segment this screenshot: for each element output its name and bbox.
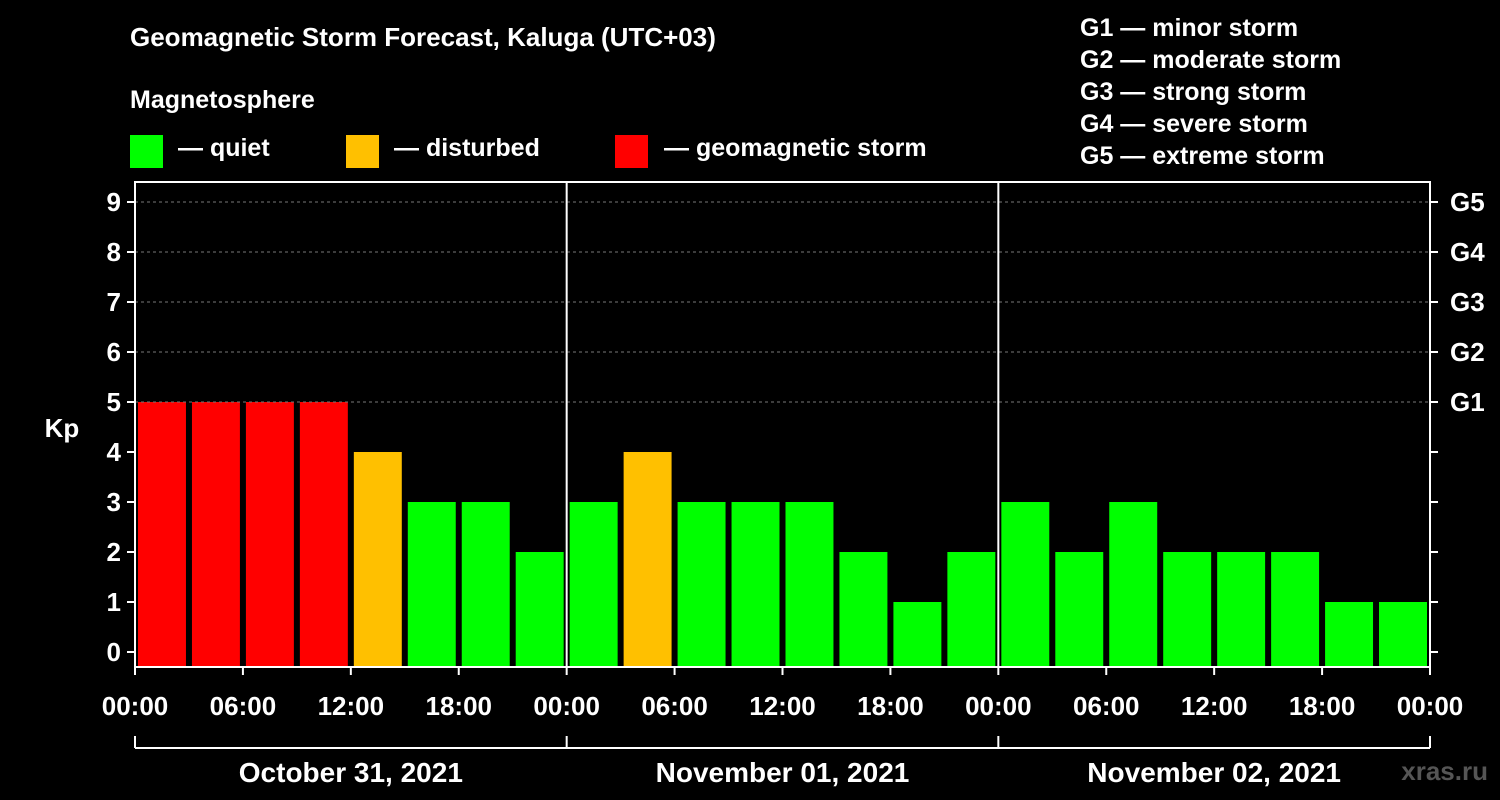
g-level-label: G4 xyxy=(1450,237,1485,267)
y-tick-label: 3 xyxy=(107,487,121,517)
day-label: November 01, 2021 xyxy=(656,757,910,788)
y-tick-label: 6 xyxy=(107,337,121,367)
kp-bar xyxy=(1055,552,1104,667)
x-tick-label: 18:00 xyxy=(857,691,924,721)
legend-swatch-storm xyxy=(615,135,648,168)
kp-bar xyxy=(299,402,348,667)
y-axis-label: Kp xyxy=(45,413,80,443)
g-level-label: G1 xyxy=(1450,387,1485,417)
y-tick-label: 1 xyxy=(107,587,121,617)
x-tick-label: 18:00 xyxy=(426,691,493,721)
y-tick-label: 4 xyxy=(107,437,122,467)
kp-bar xyxy=(138,402,186,667)
y-tick-label: 9 xyxy=(107,187,121,217)
kp-bar xyxy=(515,552,564,667)
kp-bar xyxy=(1379,602,1427,667)
y-tick-label: 0 xyxy=(107,637,121,667)
legend-swatch-quiet xyxy=(130,135,163,168)
legend-label-quiet: — quiet xyxy=(178,134,270,162)
legend-label-disturbed: — disturbed xyxy=(394,134,540,162)
legend-swatch-disturbed xyxy=(346,135,379,168)
kp-bar xyxy=(1325,602,1374,667)
kp-bar xyxy=(1163,552,1212,667)
kp-bar xyxy=(1109,502,1158,667)
x-tick-label: 12:00 xyxy=(749,691,816,721)
g-level-label: G5 xyxy=(1450,187,1485,217)
g-level-label: G2 xyxy=(1450,337,1485,367)
kp-bar xyxy=(407,502,456,667)
x-tick-label: 00:00 xyxy=(1397,691,1464,721)
x-tick-label: 12:00 xyxy=(1181,691,1248,721)
kp-bar xyxy=(947,552,996,667)
y-tick-label: 5 xyxy=(107,387,121,417)
y-tick-label: 2 xyxy=(107,537,121,567)
magnetosphere-subtitle: Magnetosphere xyxy=(130,86,315,114)
x-tick-label: 18:00 xyxy=(1289,691,1356,721)
y-tick-label: 7 xyxy=(107,287,121,317)
kp-bar xyxy=(731,502,780,667)
kp-bar xyxy=(893,602,942,667)
g-scale-g3: G3 — strong storm xyxy=(1080,78,1307,106)
chart-title: Geomagnetic Storm Forecast, Kaluga (UTC+… xyxy=(130,22,716,52)
x-tick-label: 00:00 xyxy=(533,691,600,721)
kp-bar xyxy=(461,502,510,667)
x-tick-label: 00:00 xyxy=(965,691,1032,721)
y-tick-label: 8 xyxy=(107,237,121,267)
g-level-label: G3 xyxy=(1450,287,1485,317)
kp-bar xyxy=(245,402,294,667)
g-scale-g2: G2 — moderate storm xyxy=(1080,46,1342,74)
day-label: November 02, 2021 xyxy=(1087,757,1341,788)
x-tick-label: 06:00 xyxy=(641,691,708,721)
kp-bar xyxy=(191,402,240,667)
x-tick-label: 06:00 xyxy=(1073,691,1140,721)
kp-bar xyxy=(353,452,402,667)
x-tick-label: 12:00 xyxy=(318,691,385,721)
g-scale-g4: G4 — severe storm xyxy=(1080,110,1308,138)
kp-bar xyxy=(569,502,618,667)
kp-bar xyxy=(623,452,672,667)
kp-bar xyxy=(1217,552,1266,667)
kp-bar xyxy=(1271,552,1320,667)
kp-bar xyxy=(677,502,726,667)
g-scale-g1: G1 — minor storm xyxy=(1080,14,1299,42)
kp-bar xyxy=(785,502,834,667)
watermark: xras.ru xyxy=(1401,756,1488,786)
day-label: October 31, 2021 xyxy=(239,757,463,788)
legend-label-storm: — geomagnetic storm xyxy=(664,134,927,162)
kp-bar xyxy=(1001,502,1050,667)
g-scale-g5: G5 — extreme storm xyxy=(1080,142,1325,170)
kp-bar xyxy=(839,552,888,667)
x-tick-label: 06:00 xyxy=(210,691,277,721)
x-tick-label: 00:00 xyxy=(102,691,169,721)
